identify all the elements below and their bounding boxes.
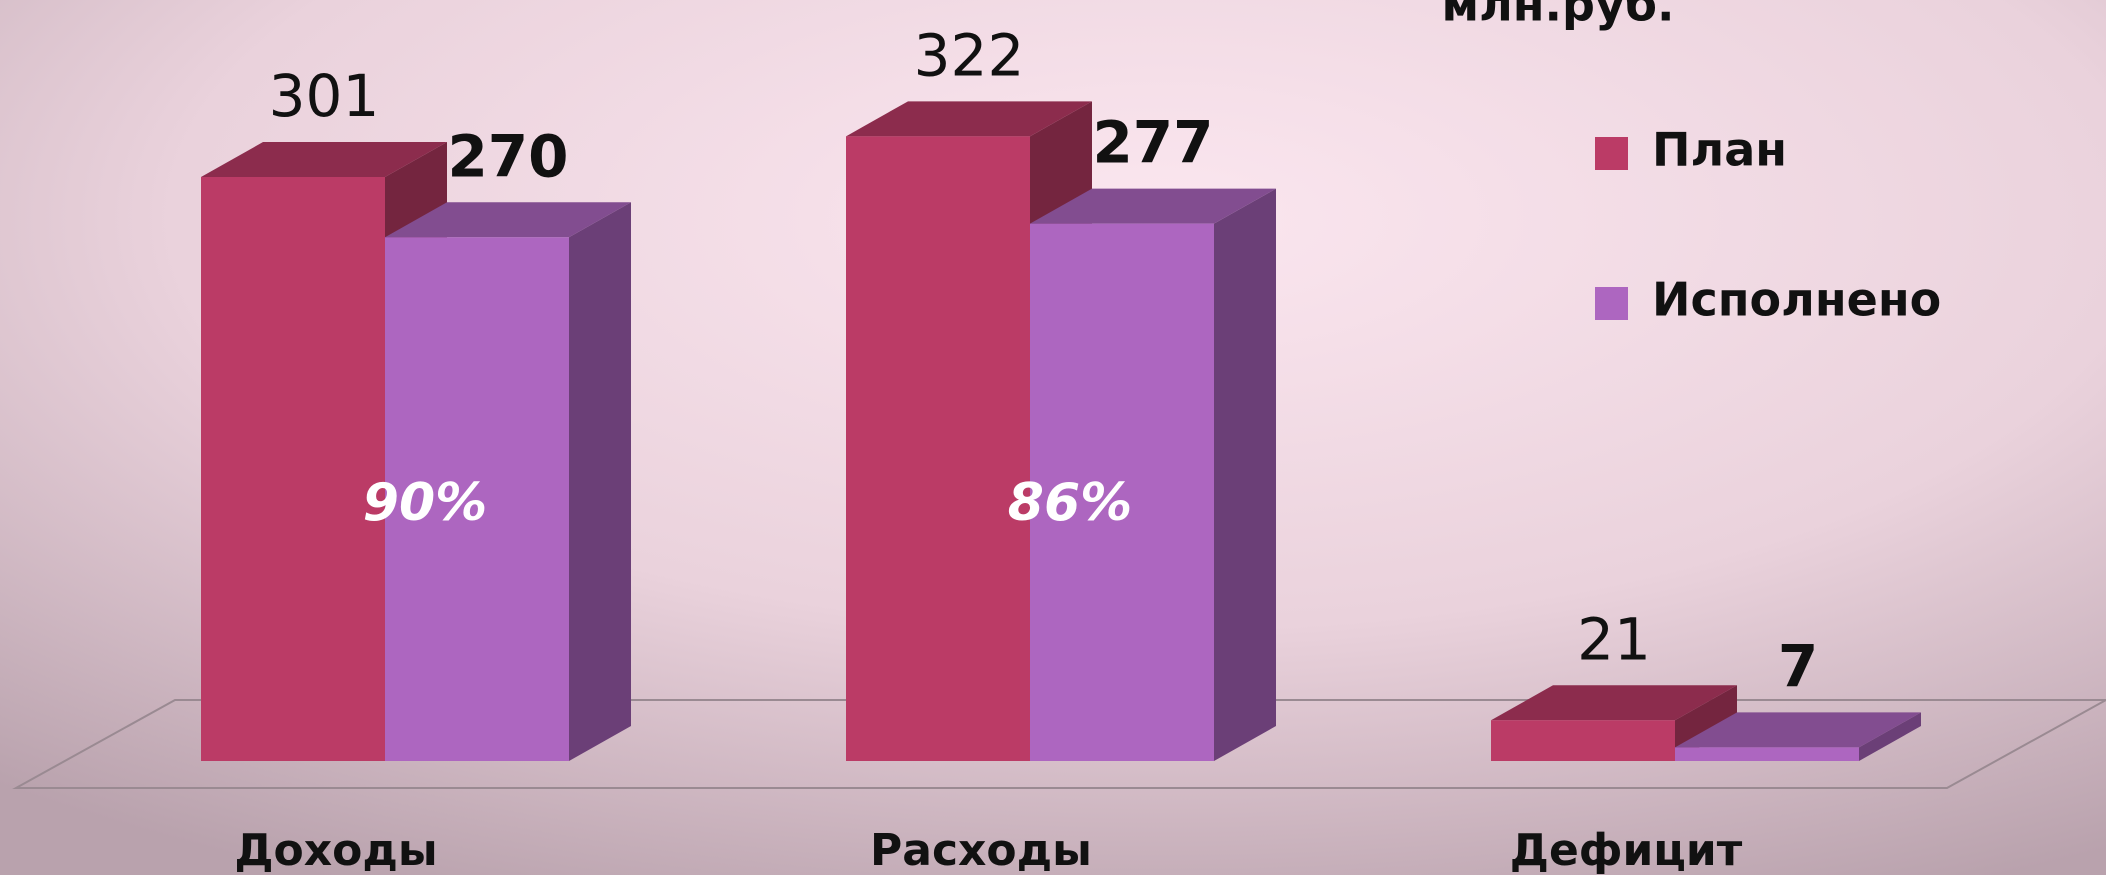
bar-front [385,237,569,761]
chart-title: млн.руб. [1441,0,1674,32]
bar-side [569,202,631,761]
data-label: 322 [914,21,1025,89]
legend-label: Исполнено [1652,273,1941,327]
bar-front [1675,747,1859,761]
bar-top [1675,712,1921,748]
legend-swatch [1595,287,1628,320]
x-tick-label: Дефицит [1510,825,1743,875]
bar [385,202,631,761]
data-label: 21 [1577,605,1651,673]
bar [1030,188,1276,761]
bar-front [1491,720,1675,761]
bar [1675,712,1921,761]
legend-swatch [1595,137,1628,170]
data-label: 7 [1778,633,1818,701]
bar-top [1491,685,1737,721]
bar-side [1214,188,1276,761]
bar-front [1030,223,1214,761]
bar-side [1859,712,1921,761]
data-label: 301 [269,62,380,130]
x-tick-label: Доходы [234,825,437,875]
legend-label: План [1652,123,1787,177]
bar-front [201,177,385,761]
bar-top [1030,188,1276,224]
data-label: 277 [1092,109,1213,177]
floor [12,699,2106,789]
bar-top [846,101,1092,137]
bar-top [385,202,631,238]
bar-top [201,142,447,178]
data-label: 270 [447,122,568,190]
annotation: 86% [1008,473,1132,533]
annotation: 90% [363,473,487,533]
x-tick-label: Расходы [870,825,1092,875]
bar-front [846,136,1030,761]
